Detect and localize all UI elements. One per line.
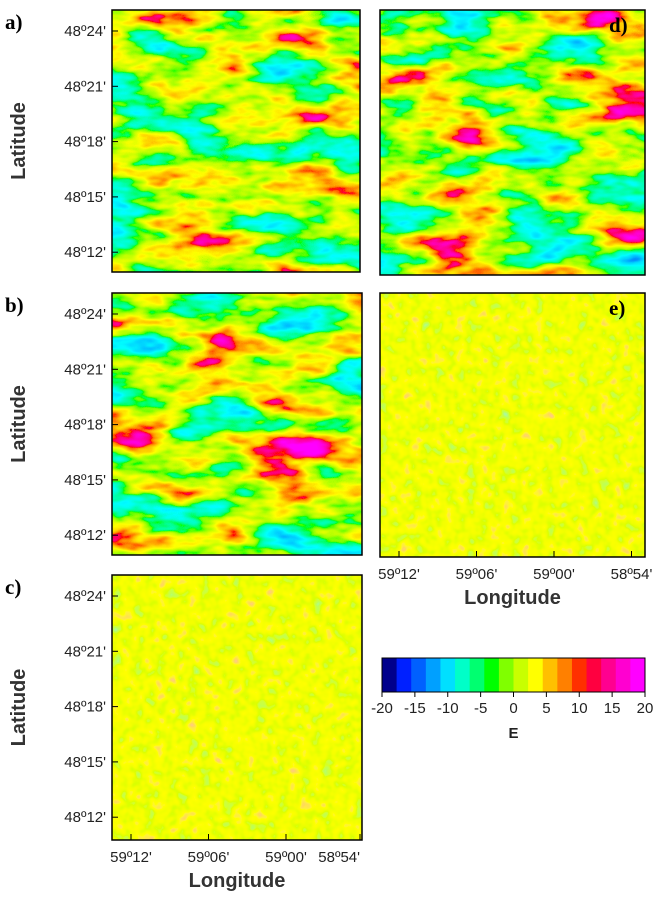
y-tick-label: 48º15' [64, 472, 106, 489]
y-tick-label: 48º12' [64, 527, 106, 544]
map-image [112, 575, 362, 840]
panel-label: e) [609, 296, 625, 320]
y-tick-label: 48º21' [64, 78, 106, 95]
map-image [380, 293, 645, 557]
map-frame [111, 9, 361, 273]
colorbar-tick-label: -20 [371, 700, 393, 717]
colorbar-tick-label: 20 [637, 700, 654, 717]
colorbar-segment [498, 658, 514, 692]
colorbar-segment [601, 658, 617, 692]
x-tick-label: 59º12' [378, 566, 420, 583]
y-tick-label: 48º15' [64, 754, 106, 771]
colorbar-segment [411, 658, 427, 692]
colorbar-tick-label: 10 [571, 700, 588, 717]
y-axis-title: Latitude [8, 102, 30, 180]
panel-label: c) [5, 575, 21, 599]
colorbar-segment [542, 658, 558, 692]
x-tick-label: 59º06' [188, 849, 230, 866]
panel-label: b) [5, 293, 24, 317]
y-tick-label: 48º24' [64, 588, 106, 605]
map-frame [379, 9, 646, 276]
y-tick-label: 48º21' [64, 643, 106, 660]
panel-label: d) [609, 13, 628, 37]
colorbar-segment [513, 658, 529, 692]
colorbar-tick-label: -5 [474, 700, 487, 717]
colorbar-segment [528, 658, 544, 692]
colorbar-segment [425, 658, 441, 692]
y-tick-label: 48º18' [64, 699, 106, 716]
colorbar-segment [469, 658, 485, 692]
colorbar-tick-label: 0 [509, 700, 517, 717]
x-axis-title: Longitude [464, 587, 561, 609]
colorbar-tick-label: -15 [404, 700, 426, 717]
colorbar-segment [484, 658, 500, 692]
colorbar-segment [455, 658, 471, 692]
y-tick-label: 48º24' [64, 23, 106, 40]
map-frame [111, 574, 363, 841]
x-tick-label: 59º12' [110, 849, 152, 866]
map-image [112, 10, 360, 272]
x-tick-label: 59º00' [265, 849, 307, 866]
x-tick-label: 59º00' [533, 566, 575, 583]
y-axis-title: Latitude [8, 669, 30, 747]
colorbar-segment [571, 658, 588, 692]
map-image [112, 293, 362, 555]
colorbar-segment [382, 658, 398, 692]
colorbar-label: E [508, 725, 518, 742]
y-tick-label: 48º15' [64, 189, 106, 206]
y-tick-label: 48º21' [64, 361, 106, 378]
colorbar-segment [557, 658, 573, 692]
colorbar-segment [586, 658, 602, 692]
map-image [380, 10, 645, 275]
map-frame [379, 292, 646, 558]
y-tick-label: 48º12' [64, 244, 106, 261]
map-frame [111, 292, 363, 556]
colorbar-tick-label: 5 [542, 700, 550, 717]
colorbar-segment [630, 658, 646, 692]
colorbar-segment [615, 658, 631, 692]
y-tick-label: 48º12' [64, 809, 106, 826]
y-tick-label: 48º24' [64, 306, 106, 323]
x-tick-label: 58º54' [611, 566, 653, 583]
colorbar-tick-label: 15 [604, 700, 621, 717]
x-tick-label: 59º06' [456, 566, 498, 583]
x-axis-title: Longitude [189, 870, 286, 892]
colorbar-tick-label: -10 [437, 700, 459, 717]
x-tick-label: 58º54' [318, 849, 360, 866]
y-axis-title: Latitude [8, 385, 30, 463]
colorbar-segment [440, 658, 456, 692]
colorbar-segment [396, 658, 412, 692]
panel-label: a) [5, 10, 23, 34]
y-tick-label: 48º18' [64, 134, 106, 151]
y-tick-label: 48º18' [64, 417, 106, 434]
